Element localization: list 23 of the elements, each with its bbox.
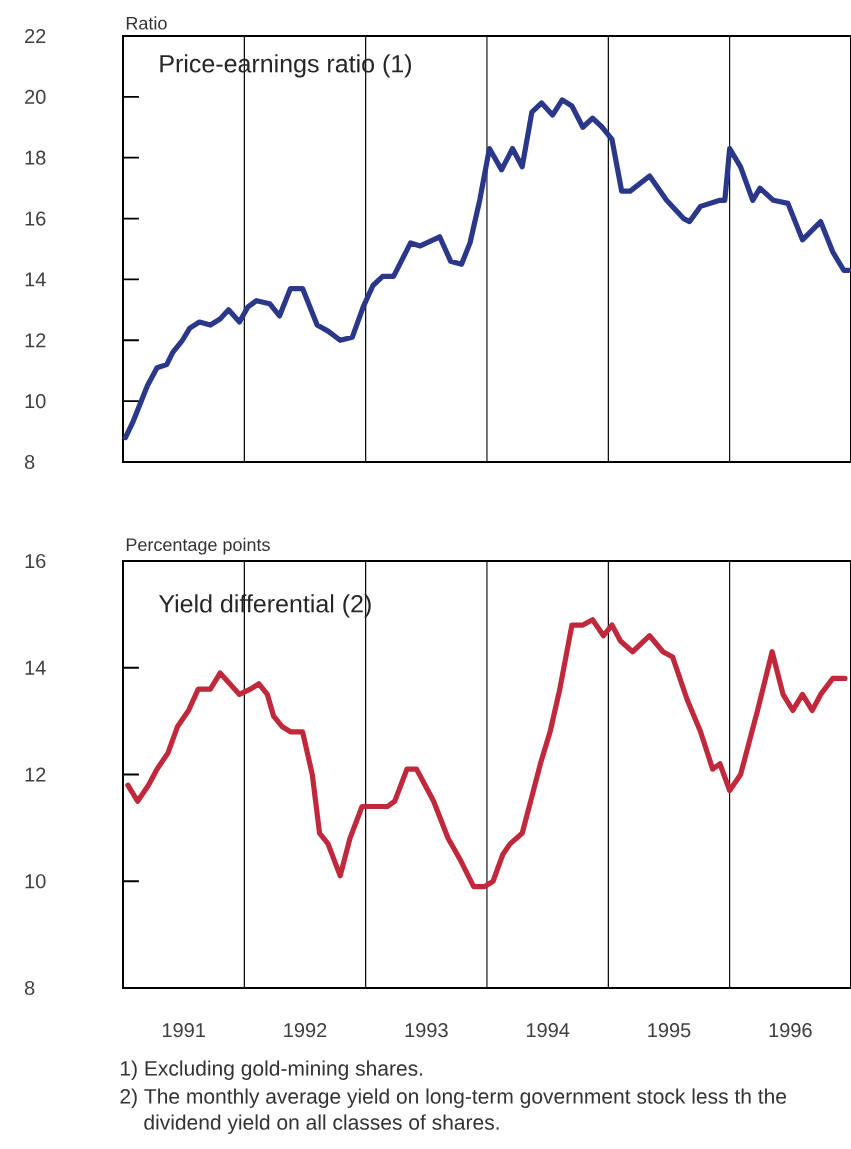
x-tick-label: 1993 (405, 1023, 448, 1038)
y-tick-label: 16 (25, 211, 46, 226)
y-tick-label: 10 (25, 874, 46, 889)
y-tick-label: 18 (25, 150, 46, 165)
y-tick-label: 20 (25, 89, 46, 104)
y-axis-title: Percentage points (126, 537, 270, 555)
x-tick-label: 1996 (769, 1023, 812, 1038)
y-tick-label: 8 (24, 980, 35, 996)
text: 2) The monthly average yield on long-term government stock less th the dividend yield on all classes of shares. (120, 1088, 787, 1134)
y-tick-label: 14 (25, 660, 46, 675)
y-tick-label: 12 (25, 767, 46, 782)
y-tick-label: 8 (24, 454, 35, 470)
x-tick-label: 1995 (648, 1023, 691, 1038)
y-axis-title: Ratio (126, 16, 167, 30)
y-tick-label: 22 (25, 29, 46, 43)
y-tick-label: 16 (25, 553, 46, 569)
x-tick-label: 1992 (284, 1023, 327, 1038)
text: 1) Excluding gold-mining shares. (121, 1060, 423, 1080)
y-tick-label: 14 (25, 272, 46, 287)
y-tick-label: 10 (25, 394, 46, 409)
x-tick-label: 1991 (162, 1023, 205, 1038)
x-tick-label: 1994 (526, 1023, 570, 1038)
y-tick-label: 12 (25, 333, 46, 348)
